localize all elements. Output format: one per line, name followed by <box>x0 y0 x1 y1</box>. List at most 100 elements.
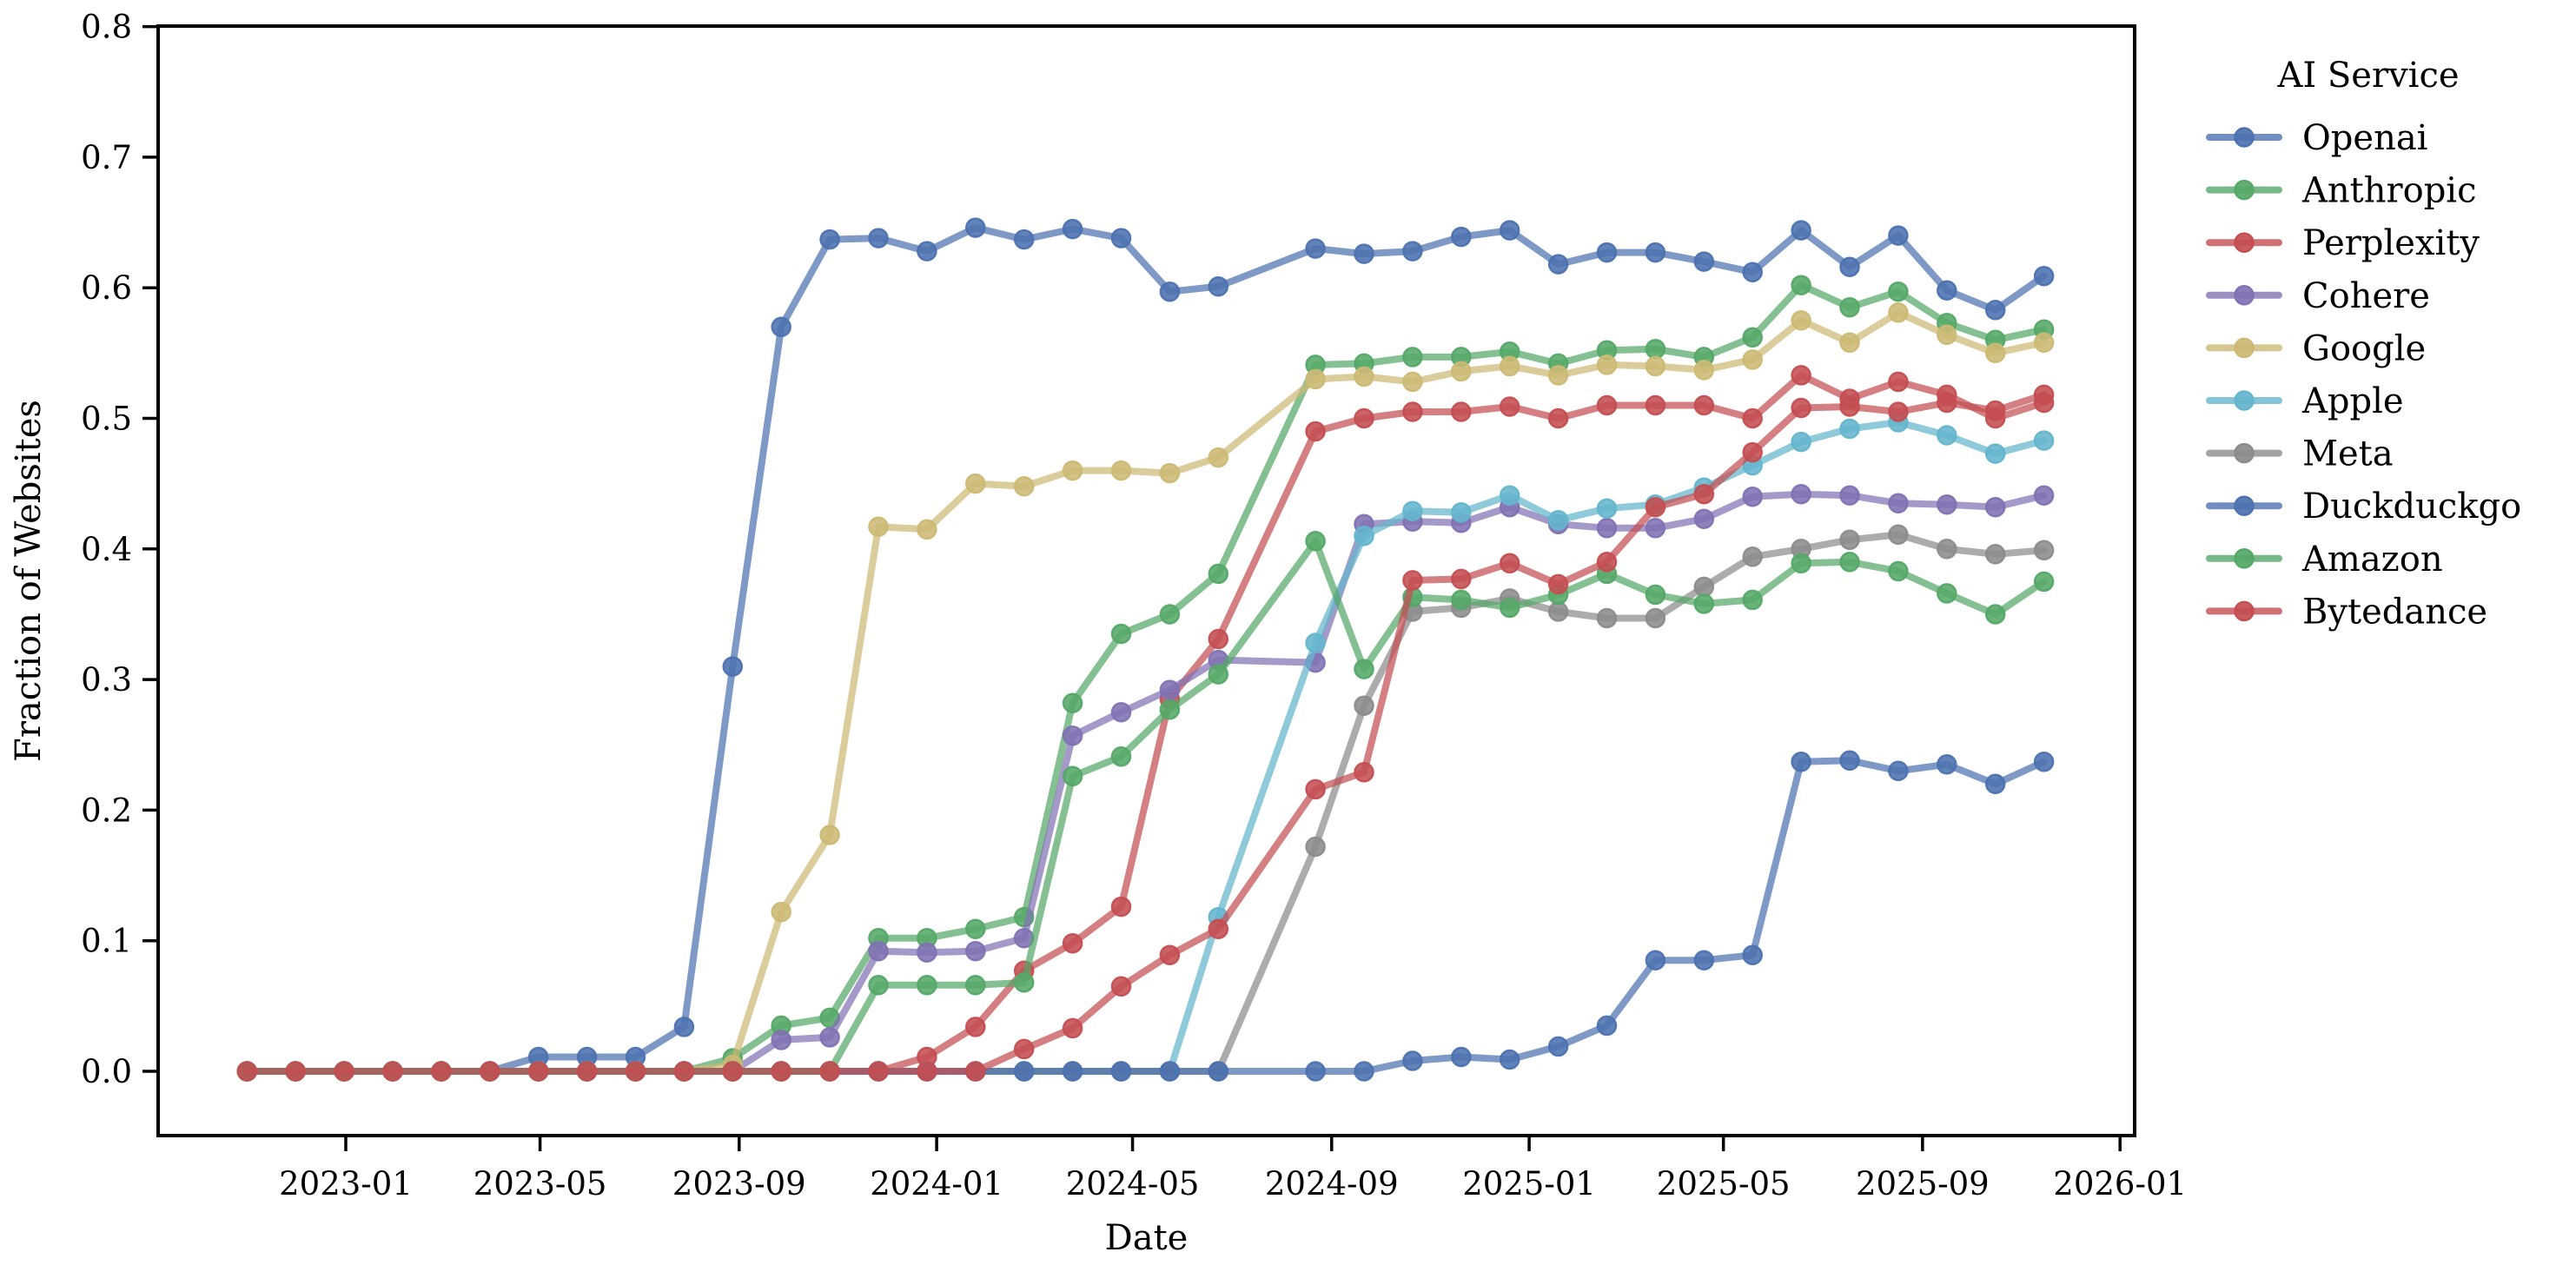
data-point <box>236 1061 258 1082</box>
data-point <box>1013 1038 1035 1060</box>
data-point <box>868 1061 889 1082</box>
data-point <box>1062 932 1083 954</box>
legend-item-perplexity: Perplexity <box>2206 223 2480 263</box>
data-point <box>1742 589 1763 611</box>
data-point <box>2033 485 2055 506</box>
data-point <box>965 473 986 494</box>
data-point <box>1693 950 1715 971</box>
data-point <box>1208 628 1229 650</box>
data-point <box>771 1061 791 1082</box>
legend-label: Perplexity <box>2302 223 2480 263</box>
data-point <box>2033 571 2055 593</box>
data-point <box>1791 310 1811 331</box>
data-point <box>1742 407 1763 429</box>
legend-swatch-marker-icon <box>2234 285 2255 306</box>
data-point <box>965 918 986 939</box>
data-point <box>2033 332 2055 354</box>
x-tick-label: 2024-05 <box>1066 1165 1200 1202</box>
data-point <box>1888 524 1909 546</box>
data-point <box>382 1061 403 1082</box>
data-point <box>1693 251 1715 272</box>
data-point <box>1013 229 1035 250</box>
data-point <box>1159 604 1181 625</box>
data-point <box>1984 544 2006 565</box>
data-point <box>1354 762 1374 783</box>
legend-label: Meta <box>2302 434 2394 474</box>
data-point <box>1937 324 1957 346</box>
data-point <box>965 1061 986 1082</box>
legend-label: Openai <box>2302 118 2427 158</box>
legend: AI Service Openai Anthropic Perplexity Coher… <box>2206 56 2521 632</box>
data-point <box>1354 243 1374 264</box>
data-point <box>1354 407 1374 429</box>
legend-swatch-marker-icon <box>2234 495 2255 516</box>
data-point <box>1596 518 1618 539</box>
data-point <box>1305 368 1326 390</box>
data-point <box>917 241 937 262</box>
legend-swatch-marker-icon <box>2234 127 2255 148</box>
data-point <box>1984 496 2006 518</box>
data-point <box>527 1061 549 1082</box>
data-point <box>1742 349 1763 370</box>
data-point <box>1839 418 1860 440</box>
data-point <box>1984 342 2006 364</box>
data-point <box>1547 573 1569 595</box>
legend-item-cohere: Cohere <box>2206 276 2430 316</box>
data-point <box>1451 226 1472 248</box>
data-point <box>917 519 937 540</box>
data-point <box>1937 583 1957 604</box>
data-point <box>1791 275 1811 295</box>
data-point <box>1984 300 2006 321</box>
data-point <box>965 975 986 996</box>
data-point <box>917 1061 937 1082</box>
data-point <box>1839 485 1860 506</box>
data-point <box>1062 460 1083 481</box>
data-point <box>1354 1061 1374 1082</box>
data-point <box>1596 394 1618 416</box>
data-point <box>1645 584 1666 606</box>
data-point <box>1305 421 1326 442</box>
legend-swatch-marker-icon <box>2234 442 2255 464</box>
data-point <box>771 316 791 338</box>
data-point <box>1159 1061 1181 1082</box>
data-point <box>1451 589 1472 611</box>
data-point <box>1110 701 1132 723</box>
data-point <box>1305 778 1326 800</box>
data-point <box>1791 431 1811 453</box>
data-point <box>1159 462 1181 484</box>
data-point <box>771 901 791 923</box>
data-point <box>1451 1046 1472 1068</box>
data-point <box>1547 407 1569 429</box>
x-tick-label: 2024-01 <box>870 1165 1003 1202</box>
x-tick-label: 2023-09 <box>672 1165 806 1202</box>
data-point <box>1547 601 1569 622</box>
legend-item-openai: Openai <box>2206 118 2427 158</box>
data-point <box>1062 692 1083 713</box>
data-point <box>1839 750 1860 772</box>
data-point <box>1305 633 1326 653</box>
data-point <box>1354 659 1374 679</box>
data-point <box>1110 623 1132 645</box>
data-point <box>1499 396 1520 417</box>
data-point <box>1693 483 1715 505</box>
legend-item-meta: Meta <box>2206 434 2394 474</box>
data-point <box>2033 384 2055 406</box>
data-point <box>625 1061 646 1082</box>
data-point <box>1693 593 1715 614</box>
data-point <box>1693 508 1715 529</box>
data-point <box>1159 679 1181 700</box>
data-point <box>1402 401 1423 422</box>
data-point <box>334 1061 354 1082</box>
x-tick-label: 2025-09 <box>1856 1165 1990 1202</box>
data-point <box>1402 1050 1423 1071</box>
data-point <box>1984 773 2006 795</box>
data-point <box>1596 242 1618 263</box>
data-point <box>1888 302 1909 323</box>
legend-item-duckduckgo: Duckduckgo <box>2206 487 2521 527</box>
data-point <box>1984 604 2006 625</box>
data-point <box>1547 365 1569 386</box>
data-point <box>1305 1061 1326 1082</box>
data-point <box>1742 262 1763 282</box>
legend-label: Anthropic <box>2301 171 2477 211</box>
